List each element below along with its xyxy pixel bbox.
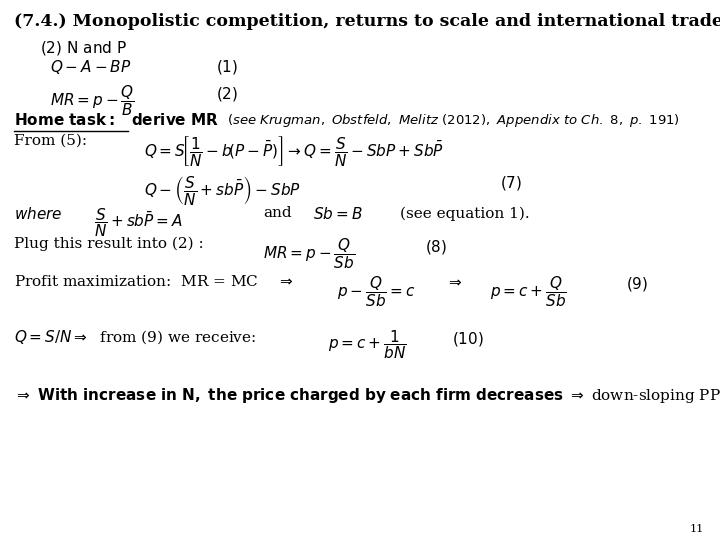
Text: $p - \dfrac{Q}{Sb} = c$: $p - \dfrac{Q}{Sb} = c$ [337,274,415,309]
Text: Profit maximization:  MR = MC    $\Rightarrow$: Profit maximization: MR = MC $\Rightarro… [14,274,294,289]
Text: $MR = p - \dfrac{Q}{B}$: $MR = p - \dfrac{Q}{B}$ [50,84,135,118]
Text: $Q = S\!\left[\dfrac{1}{N} - b\!\left(P - \bar{P}\right)\right] \rightarrow Q = : $Q = S\!\left[\dfrac{1}{N} - b\!\left(P … [144,134,444,168]
Text: $\mathbf{derive\ MR}$: $\mathbf{derive\ MR}$ [131,112,219,129]
Text: $(2)\ \mathrm{N\ and\ P}$: $(2)\ \mathrm{N\ and\ P}$ [40,39,127,57]
Text: $(7)$: $(7)$ [500,174,523,192]
Text: and: and [263,206,292,220]
Text: $Q - A - BP$: $Q - A - BP$ [50,58,132,76]
Text: $(2)$: $(2)$ [216,85,238,103]
Text: $(8)$: $(8)$ [425,238,447,255]
Text: Plug this result into (2) :: Plug this result into (2) : [14,237,204,251]
Text: $\mathit{(see\ Krugman,\ Obstfeld,\ Melitz\ (2012),\ Appendix\ to\ Ch.\ 8,\ p.\ : $\mathit{(see\ Krugman,\ Obstfeld,\ Meli… [227,112,680,129]
Text: $Q = S/N \Rightarrow$  from (9) we receive:: $Q = S/N \Rightarrow$ from (9) we receiv… [14,328,256,346]
Text: $\Rightarrow$: $\Rightarrow$ [446,274,464,288]
Text: $\mathbf{Home\ task:}$: $\mathbf{Home\ task:}$ [14,112,115,129]
Text: $(10)$: $(10)$ [452,330,484,348]
Text: $Sb = B$: $Sb = B$ [313,206,363,222]
Text: $\Rightarrow$ $\bf{With\ increase\ in\ N,\ the\ price\ charged\ by\ each\ firm\ : $\Rightarrow$ $\bf{With\ increase\ in\ N… [14,386,720,405]
Text: $(1)$: $(1)$ [216,58,238,76]
Text: $p = c + \dfrac{Q}{Sb}$: $p = c + \dfrac{Q}{Sb}$ [490,274,567,309]
Text: $\dfrac{S}{N} + sb\bar{P} = A$: $\dfrac{S}{N} + sb\bar{P} = A$ [94,206,183,239]
Text: $p = c + \dfrac{1}{bN}$: $p = c + \dfrac{1}{bN}$ [328,328,406,361]
Text: $\mathit{where}$: $\mathit{where}$ [14,206,63,222]
Text: $MR = p - \dfrac{Q}{Sb}$: $MR = p - \dfrac{Q}{Sb}$ [263,237,355,271]
Text: (7.4.) Monopolistic competition, returns to scale and international trade.: (7.4.) Monopolistic competition, returns… [14,14,720,30]
Text: $(9)$: $(9)$ [626,275,649,293]
Text: $Q - \left(\dfrac{S}{N} + sb\bar{P}\right) - SbP$: $Q - \left(\dfrac{S}{N} + sb\bar{P}\righ… [144,174,301,207]
Text: From (5):: From (5): [14,134,88,148]
Text: (see equation 1).: (see equation 1). [400,206,529,221]
Text: 11: 11 [690,523,704,534]
